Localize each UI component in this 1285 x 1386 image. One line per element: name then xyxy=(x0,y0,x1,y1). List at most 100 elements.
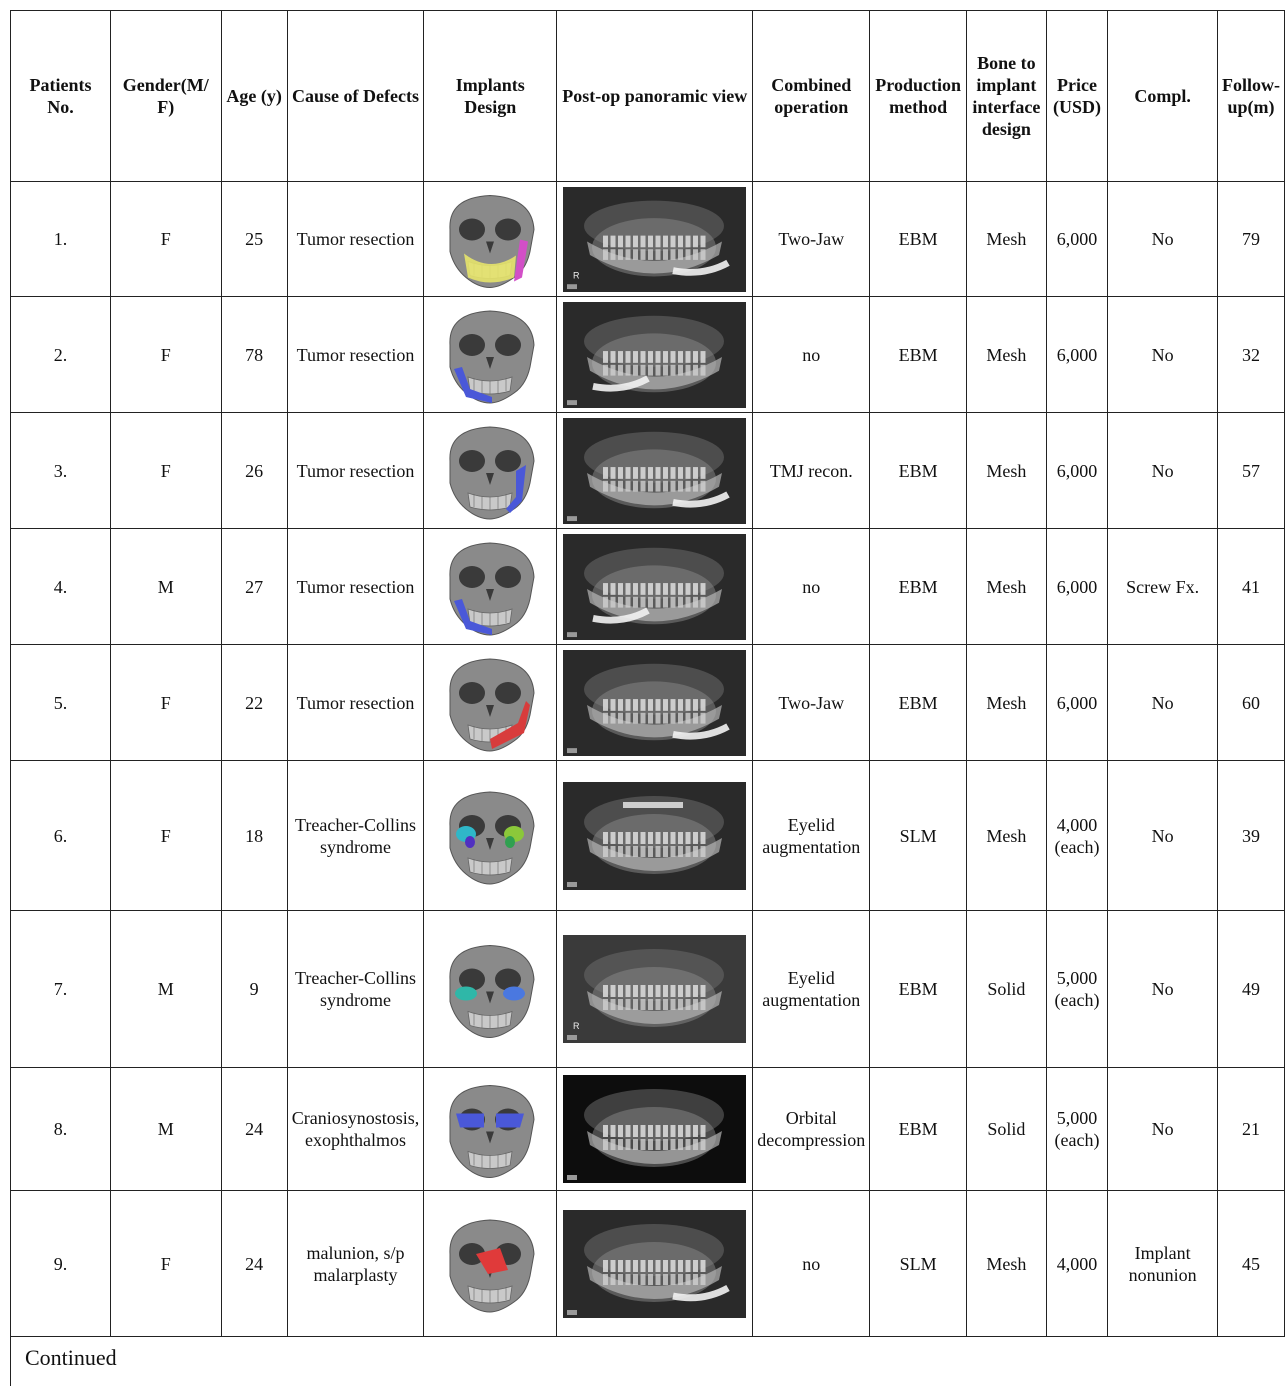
interface-cell: Mesh xyxy=(966,412,1047,529)
complication-cell: No xyxy=(1107,296,1218,413)
complication-cell: No xyxy=(1107,910,1218,1068)
implant-design-cell xyxy=(423,1190,558,1337)
production-method-cell: EBM xyxy=(869,528,968,645)
price-cell: 4,000 xyxy=(1045,1190,1109,1337)
implant-skull-model-icon xyxy=(449,790,535,885)
price-cell: 6,000 xyxy=(1045,181,1109,297)
production-method-cell: EBM xyxy=(869,181,968,297)
price-cell: 5,000 (each) xyxy=(1045,1067,1109,1191)
xray-side-marker: R xyxy=(573,1021,580,1031)
followup-cell: 45 xyxy=(1216,1190,1285,1337)
cause-cell: malunion, s/p malarplasty xyxy=(286,1190,425,1337)
panoramic-xray-image: R xyxy=(563,186,747,292)
complication-cell: No xyxy=(1107,181,1218,297)
cause-cell: Tumor resection xyxy=(286,528,425,645)
followup-cell: 60 xyxy=(1216,644,1285,761)
production-method-cell: EBM xyxy=(869,1067,968,1191)
header-postop-view: Post-op panoramic view xyxy=(556,10,754,182)
panoramic-xray-image: R xyxy=(563,935,747,1043)
combined-operation-cell: TMJ recon. xyxy=(752,412,871,529)
complication-cell: No xyxy=(1107,1067,1218,1191)
followup-cell: 41 xyxy=(1216,528,1285,645)
postop-view-cell xyxy=(556,1067,754,1191)
patient-no-cell: 7. xyxy=(9,910,112,1068)
table-row: 3. F 26 Tumor resection TMJ recon. EBM Mesh 6,… xyxy=(9,412,1285,529)
complication-cell: No xyxy=(1107,412,1218,529)
header-bone-interface: Bone to implant interface design xyxy=(966,10,1047,182)
panoramic-xray-image xyxy=(563,1075,747,1183)
postop-view-cell xyxy=(556,412,754,529)
panoramic-xray-image xyxy=(563,301,747,408)
age-cell: 18 xyxy=(220,760,288,911)
complication-cell: No xyxy=(1107,760,1218,911)
production-method-cell: EBM xyxy=(869,644,968,761)
age-cell: 25 xyxy=(220,181,288,297)
gender-cell: F xyxy=(110,760,222,911)
cause-cell: Tumor resection xyxy=(286,296,425,413)
age-cell: 9 xyxy=(220,910,288,1068)
table-row: 1. F 25 Tumor resection R Two-Jaw EBM Mesh 6,00… xyxy=(9,181,1285,297)
implant-skull-model-icon xyxy=(449,309,535,404)
patient-no-cell: 9. xyxy=(9,1190,112,1337)
interface-cell: Mesh xyxy=(966,181,1047,297)
age-cell: 22 xyxy=(220,644,288,761)
implant-design-cell xyxy=(423,644,558,761)
postop-view-cell xyxy=(556,760,754,911)
combined-operation-cell: Eyelid augmentation xyxy=(752,760,871,911)
panoramic-xray-image xyxy=(563,417,747,524)
table-row: 9. F 24 malunion, s/p malarplasty no SLM Mesh… xyxy=(9,1190,1285,1337)
header-production-method: Production method xyxy=(869,10,968,182)
gender-cell: M xyxy=(110,1067,222,1191)
cause-cell: Tumor resection xyxy=(286,412,425,529)
production-method-cell: EBM xyxy=(869,412,968,529)
gender-cell: F xyxy=(110,644,222,761)
implant-skull-model-icon xyxy=(449,944,535,1038)
panoramic-xray-image xyxy=(563,1209,747,1318)
gender-cell: F xyxy=(110,412,222,529)
table-row: 5. F 22 Tumor resection Two-Jaw EBM Mesh 6,000… xyxy=(9,644,1285,761)
price-cell: 6,000 xyxy=(1045,412,1109,529)
combined-operation-cell: Two-Jaw xyxy=(752,181,871,297)
production-method-cell: EBM xyxy=(869,296,968,413)
continued-note: Continued xyxy=(10,1337,1285,1386)
age-cell: 78 xyxy=(220,296,288,413)
gender-cell: M xyxy=(110,528,222,645)
age-cell: 26 xyxy=(220,412,288,529)
price-cell: 6,000 xyxy=(1045,644,1109,761)
cause-cell: Tumor resection xyxy=(286,644,425,761)
patient-no-cell: 4. xyxy=(9,528,112,645)
implant-skull-model-icon xyxy=(449,657,535,752)
production-method-cell: SLM xyxy=(869,1190,968,1337)
header-age: Age (y) xyxy=(220,10,288,182)
implant-skull-model-icon xyxy=(449,194,535,288)
price-cell: 4,000 (each) xyxy=(1045,760,1109,911)
header-price: Price (USD) xyxy=(1045,10,1109,182)
combined-operation-cell: Two-Jaw xyxy=(752,644,871,761)
header-gender: Gender(M/ F) xyxy=(110,10,222,182)
followup-cell: 32 xyxy=(1216,296,1285,413)
panoramic-xray-image xyxy=(563,781,747,890)
interface-cell: Mesh xyxy=(966,296,1047,413)
followup-cell: 57 xyxy=(1216,412,1285,529)
postop-view-cell xyxy=(556,644,754,761)
age-cell: 24 xyxy=(220,1190,288,1337)
combined-operation-cell: Orbital decompression xyxy=(752,1067,871,1191)
xray-side-marker: R xyxy=(573,270,579,280)
implant-design-cell xyxy=(423,1067,558,1191)
interface-cell: Mesh xyxy=(966,644,1047,761)
header-combined-operation: Combined operation xyxy=(752,10,871,182)
complication-cell: Implant nonunion xyxy=(1107,1190,1218,1337)
implant-design-cell xyxy=(423,296,558,413)
implant-design-cell xyxy=(423,528,558,645)
implant-skull-model-icon xyxy=(449,1218,535,1313)
panoramic-xray-image xyxy=(563,649,747,756)
combined-operation-cell: Eyelid augmentation xyxy=(752,910,871,1068)
postop-view-cell: R xyxy=(556,910,754,1068)
postop-view-cell xyxy=(556,528,754,645)
patient-no-cell: 2. xyxy=(9,296,112,413)
age-cell: 24 xyxy=(220,1067,288,1191)
panoramic-xray-image xyxy=(563,533,747,640)
table-row: 8. M 24 Craniosynostosis, exophthalmos Orbi… xyxy=(9,1067,1285,1191)
patient-no-cell: 1. xyxy=(9,181,112,297)
age-cell: 27 xyxy=(220,528,288,645)
